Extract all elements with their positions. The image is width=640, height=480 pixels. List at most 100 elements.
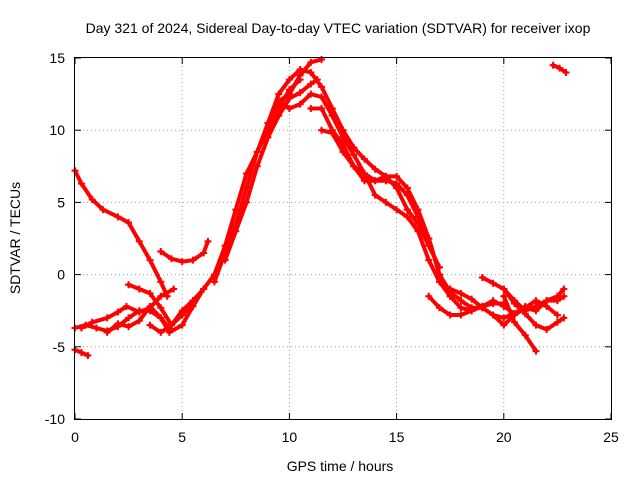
data-point: [318, 105, 326, 113]
data-point: [92, 324, 100, 332]
data-point: [532, 347, 540, 355]
y-tick-label: -10: [45, 411, 65, 427]
data-point: [511, 318, 519, 326]
plot-frame: [74, 57, 612, 420]
data-point: [307, 68, 315, 76]
data-point: [393, 180, 401, 188]
data-point: [553, 292, 561, 300]
series-arc-14: [319, 128, 485, 310]
data-point: [350, 162, 358, 170]
data-point: [489, 297, 497, 305]
y-axis-label: SDTVAR / TECUs: [7, 182, 23, 294]
data-point: [146, 321, 154, 329]
x-tick-label: 0: [71, 429, 79, 445]
data-point: [99, 206, 107, 214]
data-point: [435, 271, 443, 279]
data-point: [210, 278, 218, 286]
gridlines: [75, 58, 611, 419]
data-point: [165, 328, 173, 336]
data-point: [478, 304, 486, 312]
data-point: [393, 206, 401, 214]
data-point: [77, 180, 85, 188]
data-point: [425, 292, 433, 300]
data-point: [122, 302, 130, 310]
data-point: [328, 112, 336, 120]
data-point: [521, 310, 529, 318]
data-point: [360, 177, 368, 185]
data-point: [114, 320, 122, 328]
data-point: [562, 68, 570, 76]
data-point: [77, 324, 85, 332]
data-point: [135, 317, 143, 325]
data-point: [446, 285, 454, 293]
data-point: [253, 148, 261, 156]
data-point: [296, 66, 304, 74]
data-point: [318, 126, 326, 134]
data-point: [285, 105, 293, 113]
data-point: [307, 58, 315, 66]
data-point: [553, 311, 561, 319]
chart-title: Day 321 of 2024, Sidereal Day-to-day VTE…: [86, 20, 591, 36]
data-point: [393, 172, 401, 180]
data-point: [382, 198, 390, 206]
data-point: [500, 292, 508, 300]
y-tick-label: -5: [53, 339, 66, 355]
data-point: [264, 133, 272, 141]
data-point: [457, 304, 465, 312]
data-point: [103, 328, 111, 336]
data-point: [425, 256, 433, 264]
data-point: [435, 304, 443, 312]
data-point: [560, 285, 568, 293]
data-point: [157, 247, 165, 255]
data-point: [414, 206, 422, 214]
series-arc-1: [73, 168, 170, 299]
data-point: [371, 165, 379, 173]
data-point: [146, 256, 154, 264]
data-point: [560, 292, 568, 300]
data-point: [468, 307, 476, 315]
data-point: [560, 314, 568, 322]
data-point: [178, 258, 186, 266]
data-point: [135, 308, 143, 316]
data-point: [285, 76, 293, 84]
data-point: [125, 281, 133, 289]
data-point: [457, 297, 465, 305]
data-point: [114, 213, 122, 221]
data-point: [478, 273, 486, 281]
series-arc-12: [276, 92, 453, 299]
data-point: [114, 308, 122, 316]
series-arc-20: [501, 294, 538, 354]
data-point: [178, 321, 186, 329]
data-point: [307, 80, 315, 88]
axis-ticks: 0 5 10 15 20 25 -10 -5 0 5 10 15: [45, 50, 619, 445]
data-point: [264, 119, 272, 127]
data-point: [468, 295, 476, 303]
data-point: [414, 227, 422, 235]
data-point: [543, 302, 551, 310]
data-point: [489, 279, 497, 287]
data-point: [275, 112, 283, 120]
series-arc-10: [223, 77, 320, 263]
data-point: [511, 299, 519, 307]
data-point: [318, 93, 326, 101]
y-tick-label: 15: [49, 50, 65, 66]
data-point: [157, 292, 165, 300]
data-point: [500, 314, 508, 322]
data-point: [296, 100, 304, 108]
data-point: [339, 133, 347, 141]
x-tick-label: 5: [178, 429, 186, 445]
data-point: [382, 172, 390, 180]
data-point: [221, 256, 229, 264]
data-point: [500, 321, 508, 329]
x-tick-label: 25: [603, 429, 619, 445]
data-point: [157, 328, 165, 336]
data-point: [253, 162, 261, 170]
data-point: [103, 314, 111, 322]
data-point: [318, 83, 326, 91]
data-point: [204, 237, 212, 245]
data-point: [157, 314, 165, 322]
data-point: [146, 302, 154, 310]
data-point: [200, 285, 208, 293]
series-arc-2: [158, 239, 210, 264]
